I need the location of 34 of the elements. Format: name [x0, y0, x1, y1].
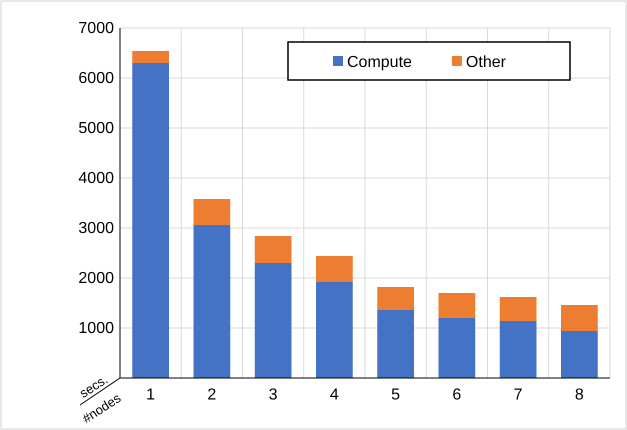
bar [377, 310, 414, 378]
x-tick-label: 6 [452, 386, 462, 404]
y-tick-label: 2000 [78, 270, 114, 288]
y-tick-label: 4000 [78, 170, 114, 188]
bar [438, 318, 476, 378]
x-tick-label: 2 [207, 386, 216, 404]
legend-label: Other [466, 54, 507, 71]
bar [500, 321, 536, 378]
bar [561, 305, 598, 331]
y-tick-label: 3000 [78, 220, 114, 238]
x-tick-label: 3 [268, 386, 278, 404]
x-tick-label: 7 [514, 386, 523, 404]
y-tick-label: 7000 [78, 20, 114, 38]
y-tick-label: 5000 [78, 120, 114, 138]
y-tick-label: 1000 [78, 320, 114, 338]
bar [194, 225, 230, 378]
y-tick-label: 6000 [78, 70, 114, 88]
x-tick-label: 1 [146, 386, 156, 404]
bar [316, 282, 353, 378]
bar [377, 287, 414, 310]
legend-label: Compute [347, 54, 412, 71]
x-tick-label: 4 [330, 386, 339, 404]
bar [500, 297, 536, 321]
bar [438, 293, 476, 318]
y-axis-title: secs. [76, 372, 110, 401]
bar [316, 256, 353, 282]
bar [132, 51, 169, 63]
x-tick-label: 5 [391, 386, 400, 404]
bar [194, 199, 230, 225]
bar [254, 263, 292, 378]
bar [254, 236, 292, 263]
bar [561, 331, 598, 378]
x-tick-label: 8 [574, 386, 584, 404]
bar [132, 63, 169, 378]
